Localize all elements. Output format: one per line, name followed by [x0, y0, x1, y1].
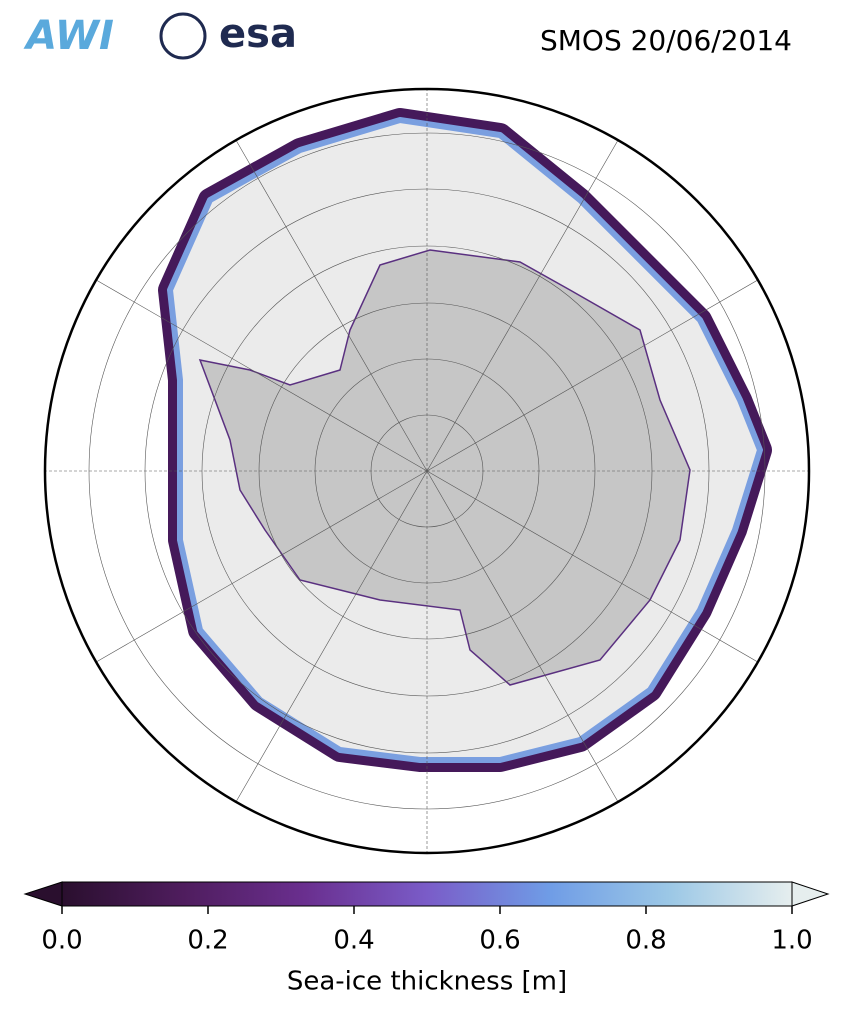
- antarctica: [198, 249, 691, 686]
- esa-logo: esa: [219, 11, 297, 57]
- colorbar-extend-low: [23, 881, 63, 907]
- colorbar-tick-label: 0.2: [187, 926, 228, 956]
- colorbar-tick-label: 0.6: [479, 926, 520, 956]
- colorbar-tick-label: 0.0: [41, 926, 82, 956]
- colorbar: [61, 881, 793, 907]
- meridian: [226, 124, 428, 472]
- colorbar-tick-label: 1.0: [771, 926, 812, 956]
- meridian: [80, 470, 428, 672]
- colorbar-tick-label: 0.4: [333, 926, 374, 956]
- awi-logo: AWI: [23, 13, 114, 59]
- map: [45, 89, 809, 853]
- meridian: [426, 470, 774, 672]
- colorbar-label: Sea-ice thickness [m]: [287, 967, 567, 997]
- map-border: [43, 87, 811, 855]
- graticule: [45, 89, 809, 853]
- colorbar-tick-label: 0.8: [625, 926, 666, 956]
- meridian: [426, 124, 628, 472]
- colorbar-extend-high: [791, 881, 830, 907]
- meridian: [426, 470, 628, 818]
- map-title: SMOS 20/06/2014: [540, 24, 792, 57]
- meridian: [226, 470, 428, 818]
- meridian: [80, 270, 428, 472]
- esa-emblem: [159, 12, 207, 60]
- meridian: [426, 270, 774, 472]
